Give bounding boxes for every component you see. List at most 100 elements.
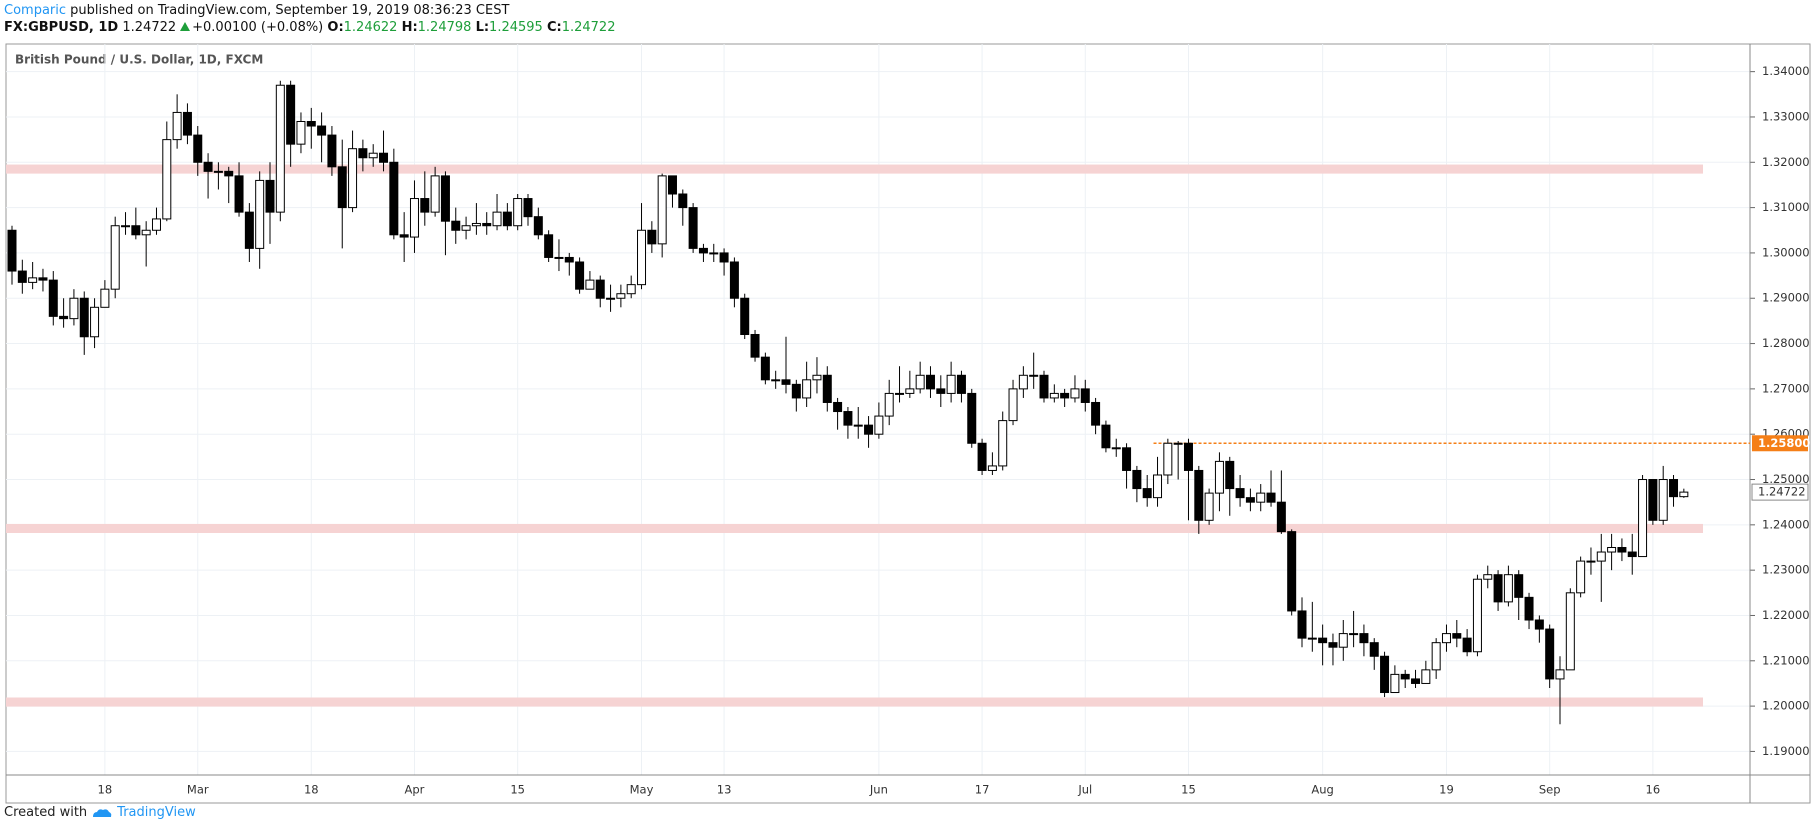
candle-body (626, 284, 636, 295)
x-tick-label: 19 (1439, 783, 1454, 797)
ohlc-value: 1.24595 (489, 20, 543, 35)
candle-body (1441, 633, 1451, 644)
candle-body (224, 170, 234, 177)
candle-body (409, 198, 419, 238)
candle-body (1607, 546, 1617, 553)
candle-body (905, 388, 915, 394)
symbol: FX:GBPUSD, 1D (4, 20, 119, 35)
candle-body (296, 120, 306, 145)
candle-body (781, 379, 791, 385)
x-tick-label: 15 (1181, 783, 1196, 797)
candle-body (1431, 642, 1441, 671)
candle-body (48, 279, 58, 317)
x-tick-label: 17 (975, 783, 990, 797)
candle-body (100, 288, 110, 308)
candle-body (513, 198, 523, 227)
candle-body (1266, 492, 1276, 503)
candle-body (79, 297, 89, 338)
candle-body (1617, 546, 1627, 553)
candle-body (492, 211, 502, 227)
y-tick-label: 1.28000 (1762, 336, 1810, 350)
ohlc-value: 1.24722 (561, 20, 616, 35)
candle-body (967, 392, 977, 444)
candle-body (678, 193, 688, 209)
candle-body (637, 229, 647, 286)
candle-body (265, 179, 275, 213)
candle-body (203, 161, 213, 172)
candle-body (946, 374, 956, 394)
candle-body (956, 374, 966, 394)
candle-body (657, 175, 667, 245)
candle-body (1091, 401, 1101, 426)
candle-body (729, 261, 739, 299)
candle-body (28, 277, 38, 283)
candle-body (358, 148, 368, 159)
candle-body (606, 297, 616, 300)
y-tick-label: 1.23000 (1762, 563, 1810, 577)
x-tick-label: 18 (304, 783, 319, 797)
ohlc-label: L: (475, 20, 490, 35)
ohlc-value: 1.24622 (343, 20, 398, 35)
y-tick-label: 1.31000 (1762, 200, 1810, 214)
y-tick-label: 1.34000 (1762, 64, 1810, 78)
candle-body (791, 383, 801, 399)
y-tick-label: 1.19000 (1762, 744, 1810, 758)
candle-body (1514, 574, 1524, 598)
candle-body (255, 179, 265, 249)
y-tick-label: 1.32000 (1762, 155, 1810, 169)
candle-body (771, 379, 781, 382)
candle-body (399, 234, 409, 238)
candle-body (843, 411, 853, 426)
candle-body (213, 170, 223, 173)
candle-body (998, 420, 1008, 467)
candle-body (121, 225, 131, 228)
candle-body (502, 211, 512, 227)
candle-body (1452, 633, 1462, 639)
candle-body (337, 166, 347, 209)
candle-body (533, 216, 543, 236)
candle-body (1163, 442, 1173, 476)
candle-body (812, 374, 822, 381)
candle-body (1153, 474, 1163, 499)
candle-body (1256, 492, 1266, 503)
ohlc-label: C: (546, 20, 562, 35)
up-arrow (180, 22, 191, 31)
candle-body (38, 277, 48, 281)
candle-body (585, 279, 595, 290)
candle-body (1080, 388, 1090, 403)
candle-body (1679, 491, 1689, 498)
published: published on TradingView.com, September … (70, 3, 510, 18)
candle-body (1638, 479, 1648, 558)
candle-body (162, 139, 172, 220)
candle-body (151, 218, 161, 231)
candle-body (564, 256, 574, 263)
candle-body (1503, 574, 1513, 603)
candle-body (1658, 479, 1668, 521)
x-tick-label: Jun (869, 783, 888, 797)
candle-body (1183, 442, 1193, 471)
candle-body (430, 175, 440, 213)
candle-body (915, 374, 925, 390)
level-tag (1752, 435, 1808, 452)
y-tick-label: 1.29000 (1762, 291, 1810, 305)
x-tick-label: Sep (1539, 783, 1561, 797)
author[interactable]: Comparic (4, 3, 67, 18)
candle-body (1318, 637, 1328, 644)
price-label: 1.24722 (1758, 485, 1806, 499)
candle-body (1060, 392, 1070, 399)
candle-body (234, 175, 244, 213)
brand[interactable]: TradingView (117, 805, 196, 820)
candle-body (17, 270, 27, 283)
candle-body (864, 424, 874, 435)
candle-body (1648, 479, 1658, 521)
candle-body (1462, 637, 1472, 653)
x-tick-label: May (630, 783, 654, 797)
candle-body (1307, 637, 1317, 640)
candle-body (936, 388, 946, 394)
candle-body (1245, 497, 1255, 503)
y-tick-label: 1.22000 (1762, 608, 1810, 622)
y-tick-label: 1.25000 (1762, 472, 1810, 486)
candle-body (1493, 574, 1503, 603)
ohlc-label: H: (401, 20, 418, 35)
